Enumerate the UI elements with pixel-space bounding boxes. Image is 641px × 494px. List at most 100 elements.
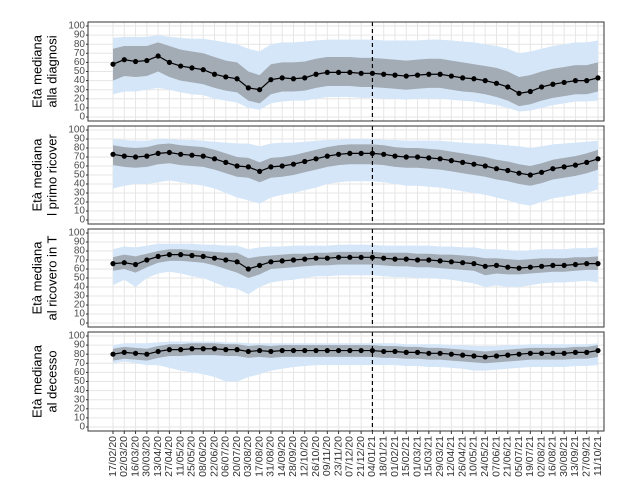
- median-point: [302, 75, 308, 81]
- y-tick-label: 80: [74, 246, 86, 257]
- y-tick-label: 90: [74, 30, 86, 41]
- median-point: [245, 85, 251, 91]
- x-tick-label: 12/04/21: [445, 436, 457, 477]
- median-point: [155, 53, 161, 59]
- median-point: [166, 347, 172, 353]
- median-point: [245, 348, 251, 355]
- x-tick-label: 07/12/20: [344, 436, 356, 477]
- median-point: [584, 261, 590, 267]
- median-point: [381, 151, 387, 157]
- median-point: [189, 252, 195, 259]
- median-point: [313, 347, 319, 354]
- median-point: [200, 153, 206, 159]
- median-point: [539, 169, 545, 175]
- median-point: [426, 350, 432, 356]
- y-tick-label: 50: [74, 273, 86, 284]
- median-point: [471, 353, 477, 359]
- median-point: [471, 161, 477, 167]
- median-point: [460, 260, 466, 266]
- median-point: [414, 154, 421, 160]
- x-tick-label: 16/08/21: [547, 436, 559, 477]
- median-point: [144, 57, 150, 64]
- x-tick-label: 27/04/20: [163, 436, 175, 477]
- median-point: [471, 261, 477, 267]
- panel-border: [87, 228, 605, 328]
- median-point: [279, 347, 285, 354]
- median-point: [527, 172, 533, 178]
- median-point: [347, 347, 353, 354]
- median-point: [234, 76, 240, 82]
- panel-border: [87, 125, 605, 225]
- median-point: [110, 351, 116, 357]
- x-tick-label: 25/05/20: [186, 436, 198, 477]
- x-tick-label: 12/10/20: [299, 436, 311, 477]
- y-tick-label: 100: [68, 125, 85, 136]
- x-tick-label: 02/03/20: [118, 436, 130, 477]
- median-point: [313, 156, 319, 162]
- median-point: [561, 79, 567, 86]
- y-tick-label: 40: [74, 385, 86, 396]
- median-point: [550, 81, 556, 87]
- median-point: [527, 264, 533, 270]
- median-point: [539, 263, 545, 269]
- median-point: [132, 58, 139, 65]
- x-tick-label: 02/08/21: [535, 436, 547, 477]
- median-point: [200, 67, 206, 73]
- median-point: [347, 69, 353, 76]
- median-point: [414, 349, 421, 355]
- y-tick-label: 100: [68, 331, 85, 342]
- x-tick-label: 26/04/21: [456, 436, 468, 477]
- y-tick-label: 10: [74, 413, 86, 424]
- x-tick-label: 26/10/20: [310, 436, 322, 477]
- y-tick-label: 50: [74, 170, 86, 181]
- panel-border: [87, 331, 605, 432]
- median-point: [279, 163, 285, 169]
- median-point: [132, 154, 139, 160]
- median-point: [358, 254, 364, 260]
- median-point: [527, 88, 533, 95]
- median-point: [572, 78, 579, 84]
- median-point: [482, 163, 488, 169]
- median-point: [482, 354, 488, 360]
- median-point: [448, 158, 454, 164]
- x-tick-label: 07/06/21: [490, 436, 502, 477]
- median-point: [121, 260, 127, 266]
- y-tick-label: 60: [74, 57, 86, 68]
- median-point: [358, 150, 364, 156]
- median-point: [539, 350, 545, 356]
- x-tick-label: 29/03/21: [434, 436, 446, 477]
- median-point: [595, 156, 601, 162]
- median-point: [392, 348, 398, 355]
- median-point: [234, 347, 240, 353]
- median-point: [132, 261, 139, 268]
- median-point: [324, 255, 330, 261]
- median-point: [223, 257, 229, 263]
- y-tick-label: 100: [68, 228, 85, 239]
- median-point: [516, 90, 522, 96]
- median-point: [460, 159, 466, 165]
- median-point: [505, 352, 511, 358]
- median-point: [516, 351, 522, 357]
- median-point: [572, 162, 579, 168]
- x-tick-label: 15/03/21: [423, 436, 435, 477]
- y-tick-label: 70: [74, 152, 86, 163]
- median-point: [561, 164, 567, 170]
- median-point: [493, 262, 500, 268]
- median-point: [347, 150, 353, 156]
- median-point: [302, 347, 308, 354]
- median-point: [155, 253, 161, 259]
- y-tick-label: 20: [74, 403, 86, 414]
- median-point: [144, 351, 150, 357]
- y-tick-label: 30: [74, 188, 86, 199]
- median-point: [403, 73, 409, 79]
- x-tick-label: 01/03/21: [411, 436, 423, 477]
- y-tick-label: 80: [74, 143, 86, 154]
- median-point: [245, 266, 251, 272]
- x-tick-label: 18/01/21: [377, 436, 389, 477]
- median-point: [403, 256, 409, 262]
- median-point: [437, 156, 443, 162]
- median-point: [144, 153, 150, 159]
- median-point: [110, 151, 116, 157]
